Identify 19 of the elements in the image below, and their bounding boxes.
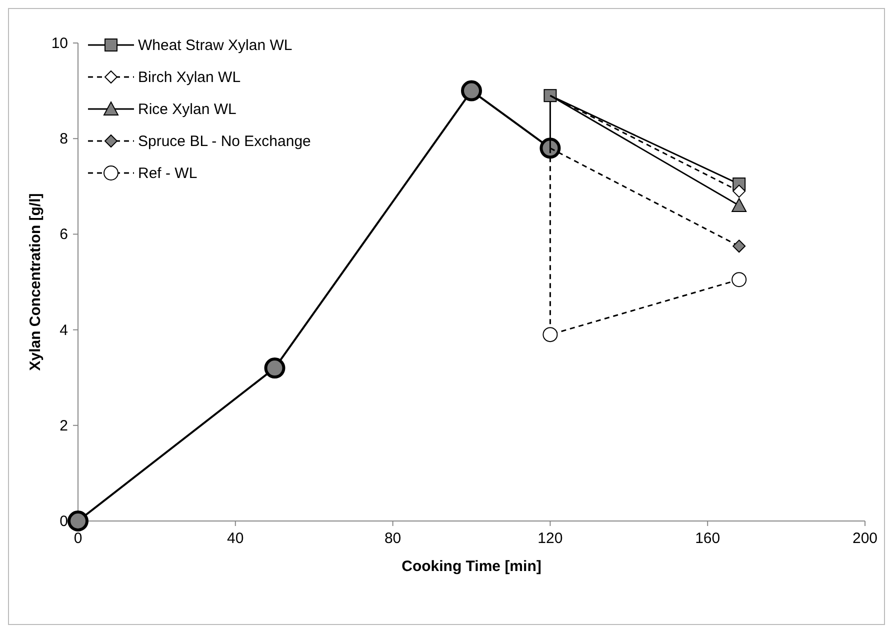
x-tick-label: 200 [852,530,878,547]
y-tick-label: 8 [60,130,68,148]
y-tick-label: 10 [51,35,68,52]
x-axis-title: Cooking Time [min] [402,558,542,575]
x-tick-label: 80 [384,530,402,547]
x-tick-label: 0 [74,530,82,547]
x-tick-label: 120 [538,530,563,547]
legend-label: Ref - WL [138,165,198,182]
y-tick-label: 2 [60,417,68,434]
legend-label: Spruce BL - No Exchange [138,133,311,150]
x-tick-label: 160 [695,530,720,547]
y-tick-label: 6 [60,226,68,244]
legend-label: Birch Xylan WL [138,69,241,86]
y-tick-label: 4 [60,322,68,339]
x-tick-label: 40 [227,530,244,547]
y-tick-label: 0 [60,513,68,530]
legend-label: Rice Xylan WL [138,101,236,118]
y-axis-title: Xylan Concentration [g/l] [27,193,44,371]
legend-label: Wheat Straw Xylan WL [138,37,292,54]
